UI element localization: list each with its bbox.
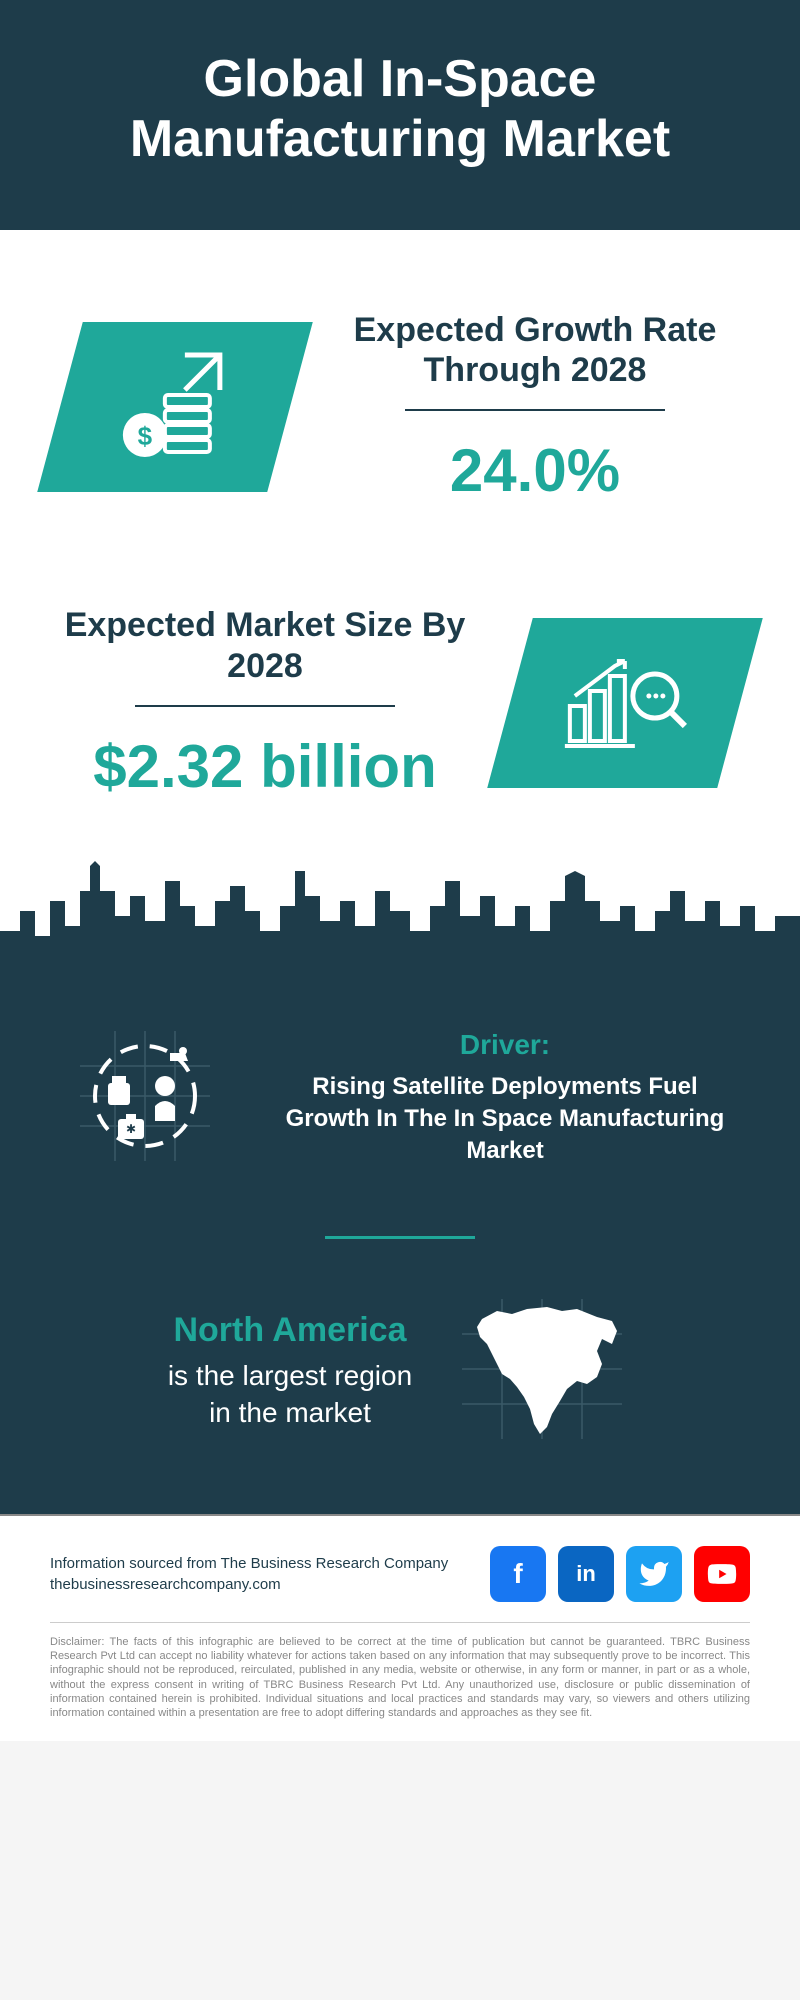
divider [405,409,665,411]
footer: Information sourced from The Business Re… [0,1514,800,1741]
skyline [0,851,800,971]
north-america-icon [452,1289,632,1454]
driver-desc: Rising Satellite Deployments Fuel Growth… [270,1071,740,1168]
region-name: North America [168,1311,412,1350]
market-value: $2.32 billion [60,732,470,801]
page-title: Global In-Space Manufacturing Market [40,50,760,170]
driver-label: Driver: [270,1029,740,1061]
stat-growth-rate: $ Expected Growth Rate Through 2028 24.0… [0,260,800,556]
social-icons: f in [490,1546,750,1602]
region-block: North America is the largest region in t… [60,1289,740,1454]
twitter-icon[interactable] [626,1546,682,1602]
footer-source: Information sourced from The Business Re… [50,1553,448,1595]
dark-section: ✱ Driver: Rising Satellite Deployments F… [0,971,800,1514]
disclaimer: Disclaimer: The facts of this infographi… [50,1622,750,1721]
growth-icon-box: $ [37,322,313,492]
facebook-icon[interactable]: f [490,1546,546,1602]
gap [0,230,800,260]
svg-text:✱: ✱ [126,1122,136,1136]
svg-text:$: $ [138,421,153,451]
youtube-icon[interactable] [694,1546,750,1602]
divider [325,1236,475,1239]
growth-value: 24.0% [330,436,740,505]
region-desc-1: is the largest region [168,1358,412,1394]
stat-market-size: Expected Market Size By 2028 $2.32 billi… [0,555,800,851]
market-label: Expected Market Size By 2028 [60,605,470,687]
money-growth-icon: $ [110,345,240,470]
market-icon-box [487,618,763,788]
network-icon: ✱ [60,1011,230,1186]
source-line2: thebusinessresearchcompany.com [50,1574,448,1595]
growth-label: Expected Growth Rate Through 2028 [330,310,740,392]
chart-analytics-icon [555,645,695,760]
divider [135,705,395,707]
source-line1: Information sourced from The Business Re… [50,1553,448,1574]
linkedin-icon[interactable]: in [558,1546,614,1602]
header: Global In-Space Manufacturing Market [0,0,800,230]
driver-block: ✱ Driver: Rising Satellite Deployments F… [60,1011,740,1186]
region-desc-2: in the market [168,1395,412,1431]
